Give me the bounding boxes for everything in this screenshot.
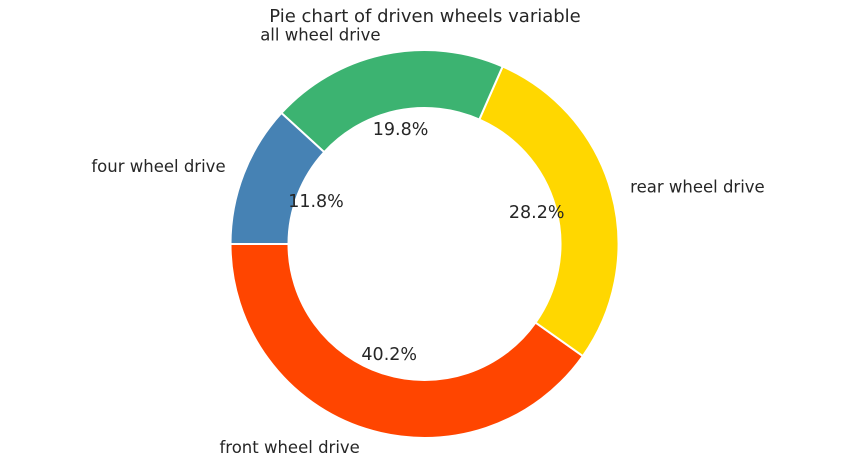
slice-label-all-wheel-drive: all wheel drive (260, 26, 380, 45)
slice-percent-four-wheel-drive: 11.8% (288, 192, 344, 212)
pie-slice-rear-wheel-drive (477, 65, 620, 358)
pie-labels: front wheel drive 40.2% rear wheel drive 28… (91, 26, 764, 457)
slice-percent-front-wheel-drive: 40.2% (361, 345, 417, 365)
slice-label-four-wheel-drive: four wheel drive (91, 157, 225, 176)
slice-label-front-wheel-drive: front wheel drive (219, 438, 359, 457)
pie-slices (229, 49, 620, 439)
slice-label-rear-wheel-drive: rear wheel drive (630, 178, 765, 197)
pie-slice-four-wheel-drive (229, 111, 326, 245)
slice-percent-all-wheel-drive: 19.8% (373, 120, 429, 140)
pie-slice-front-wheel-drive (229, 243, 585, 439)
chart-title: Pie chart of driven wheels variable (269, 6, 581, 27)
slice-percent-rear-wheel-drive: 28.2% (509, 203, 565, 223)
